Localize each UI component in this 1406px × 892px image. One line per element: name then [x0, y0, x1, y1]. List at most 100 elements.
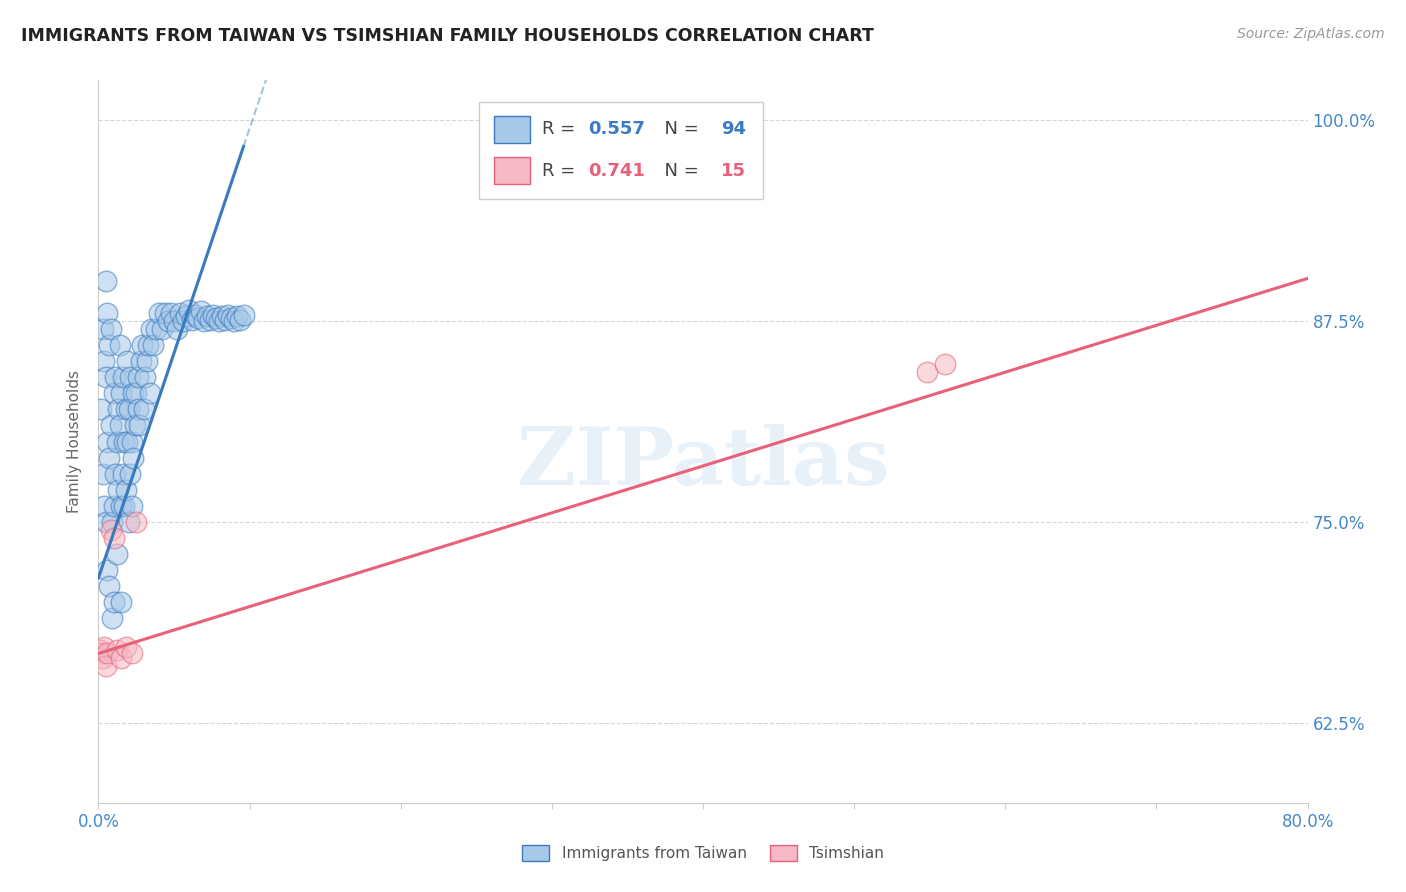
Point — [127, 402, 149, 417]
Point — [98, 338, 121, 352]
Point — [91, 651, 114, 665]
Point — [124, 418, 146, 433]
Point — [131, 338, 153, 352]
FancyBboxPatch shape — [494, 157, 530, 185]
Point — [134, 370, 156, 384]
Point — [100, 322, 122, 336]
Point — [115, 354, 138, 368]
Point — [142, 338, 165, 352]
Point — [150, 322, 173, 336]
Point — [181, 312, 204, 326]
Point — [112, 499, 135, 513]
Text: 94: 94 — [721, 120, 747, 138]
Point — [120, 467, 142, 481]
Point — [101, 515, 124, 529]
Point — [118, 402, 141, 417]
Point — [184, 308, 207, 322]
Point — [103, 595, 125, 609]
Text: R =: R = — [543, 161, 581, 179]
Point — [156, 314, 179, 328]
Point — [148, 306, 170, 320]
Point — [195, 310, 218, 324]
Point — [232, 308, 254, 322]
Point — [114, 402, 136, 417]
Point — [104, 370, 127, 384]
Point — [187, 310, 209, 325]
Point — [100, 523, 122, 537]
Point — [160, 306, 183, 320]
Point — [118, 515, 141, 529]
Point — [193, 314, 215, 328]
Text: ZIPatlas: ZIPatlas — [517, 425, 889, 502]
Point — [110, 386, 132, 401]
Point — [104, 467, 127, 481]
Point — [200, 312, 222, 326]
Point — [96, 306, 118, 320]
Point — [100, 418, 122, 433]
Point — [115, 434, 138, 449]
Point — [122, 386, 145, 401]
Point — [135, 354, 157, 368]
Point — [93, 354, 115, 368]
Point — [89, 643, 111, 657]
Point — [226, 310, 249, 324]
Point — [94, 515, 117, 529]
Point — [229, 312, 252, 326]
Point — [114, 640, 136, 654]
Point — [103, 386, 125, 401]
Point — [94, 370, 117, 384]
Point — [139, 386, 162, 401]
Point — [107, 402, 129, 417]
Text: R =: R = — [543, 120, 581, 138]
Point — [96, 434, 118, 449]
Point — [190, 304, 212, 318]
Point — [105, 547, 128, 561]
Point — [93, 499, 115, 513]
Text: 0.557: 0.557 — [588, 120, 645, 138]
Point — [114, 483, 136, 497]
Y-axis label: Family Households: Family Households — [67, 370, 83, 513]
Point — [211, 310, 233, 324]
Point — [179, 302, 201, 317]
Point — [129, 354, 152, 368]
Point — [121, 434, 143, 449]
Point — [915, 366, 938, 380]
Point — [107, 483, 129, 497]
Point — [217, 308, 239, 322]
Point — [221, 310, 243, 325]
Point — [105, 434, 128, 449]
Point — [934, 358, 956, 372]
Point — [132, 402, 155, 417]
Point — [90, 402, 112, 417]
Point — [111, 467, 134, 481]
Point — [208, 314, 231, 328]
Text: 15: 15 — [721, 161, 747, 179]
Point — [111, 370, 134, 384]
Point — [94, 659, 117, 673]
Point — [110, 499, 132, 513]
Point — [205, 310, 228, 325]
Point — [105, 643, 128, 657]
Point — [169, 306, 191, 320]
Point — [153, 306, 176, 320]
Point — [141, 322, 163, 336]
Point — [94, 274, 117, 288]
Point — [125, 515, 148, 529]
Text: N =: N = — [654, 161, 704, 179]
Point — [112, 434, 135, 449]
Point — [128, 418, 150, 433]
Point — [136, 338, 159, 352]
Text: 0.741: 0.741 — [588, 161, 645, 179]
Point — [91, 467, 114, 481]
FancyBboxPatch shape — [479, 102, 763, 200]
Point — [96, 647, 118, 661]
Point — [121, 647, 143, 661]
Point — [93, 640, 115, 654]
Point — [174, 310, 197, 324]
Text: IMMIGRANTS FROM TAIWAN VS TSIMSHIAN FAMILY HOUSEHOLDS CORRELATION CHART: IMMIGRANTS FROM TAIWAN VS TSIMSHIAN FAMI… — [21, 27, 875, 45]
Point — [172, 314, 194, 328]
Point — [91, 322, 114, 336]
Point — [96, 563, 118, 577]
FancyBboxPatch shape — [494, 116, 530, 143]
Point — [103, 531, 125, 545]
